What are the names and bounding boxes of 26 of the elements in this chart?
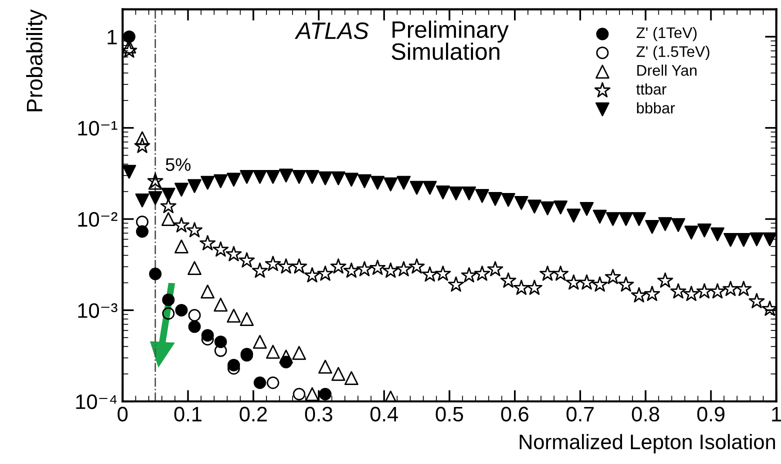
x-tick-label: 0.7 [566,406,594,422]
x-tick-label: 0.6 [501,406,528,422]
x-tick-label: 0 [118,406,128,422]
x-tick-label: 0.8 [632,406,660,422]
legend-label: ttbar [636,83,666,95]
legend-label: Z' (1TeV) [636,26,697,42]
x-tick-label: 1 [772,406,781,422]
x-tick-label: 0.9 [697,406,724,422]
y-tick-label: 10⁻¹ [78,120,118,136]
legend-label: Drell Yan [637,64,696,76]
x-tick-label: 0.2 [240,406,267,422]
legend-label: Z' (1.5TeV) [636,46,710,60]
annotation: Preliminary Simulation [392,20,509,60]
annotation: ATLAS [294,22,369,40]
x-tick-label: 0.4 [370,406,398,422]
x-tick-label: 0.1 [174,406,202,422]
legend-label: bbbar [637,102,675,114]
y-tick-label: 10⁻³ [78,303,118,318]
x-axis-title: Normalized Lepton Isolation [520,434,775,454]
x-tick-label: 0.5 [436,406,464,422]
y-tick-label: 10⁻⁴ [76,394,117,410]
ref-line-label: 5% [166,158,191,171]
y-axis-title: Probability [26,9,47,112]
y-tick-label: 10⁻² [78,212,118,227]
x-tick-label: 0.3 [305,406,332,422]
y-tick-label: 1 [108,30,117,44]
